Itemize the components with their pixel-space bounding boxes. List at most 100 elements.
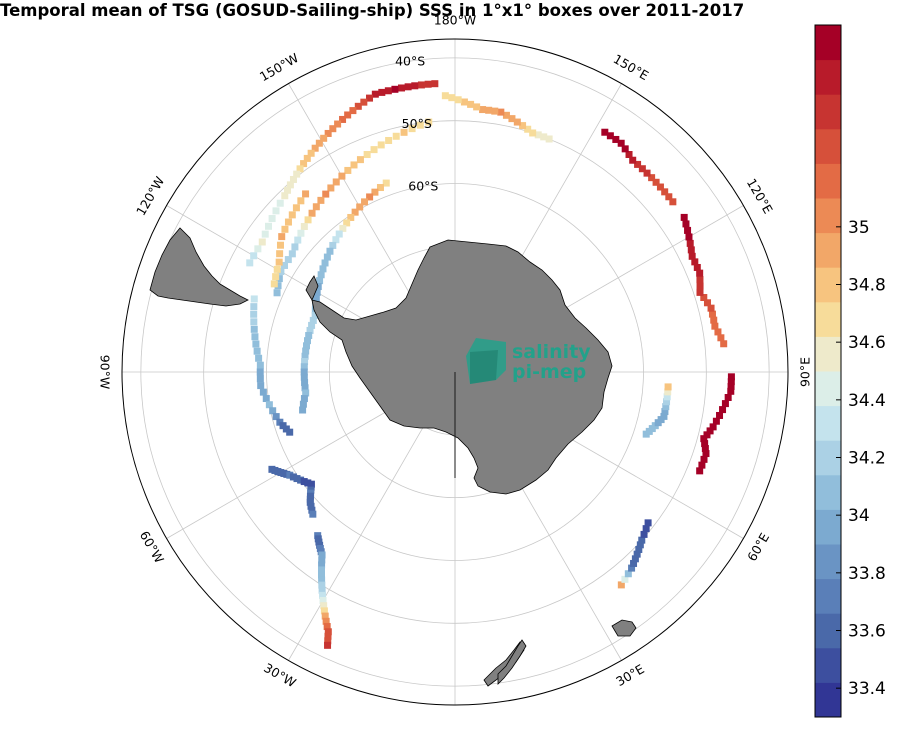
sss-box (299, 400, 307, 408)
sss-box (274, 282, 282, 290)
sss-box (529, 129, 537, 137)
colorbar-swatches (815, 25, 841, 718)
sss-box (323, 253, 331, 261)
colorbar-swatch (815, 371, 841, 407)
sss-box (363, 151, 371, 159)
colorbar-swatch (815, 509, 841, 545)
colorbar-swatch (815, 59, 841, 95)
sss-box (663, 398, 671, 406)
sss-box (265, 401, 273, 409)
colorbar-swatch (815, 647, 841, 683)
sss-box (703, 431, 711, 439)
sss-box (416, 121, 424, 129)
sss-box (300, 223, 308, 231)
sss-box (628, 564, 636, 572)
sss-box (638, 165, 646, 173)
sss-box (300, 160, 308, 168)
sss-box (441, 92, 449, 100)
sss-box (643, 169, 651, 177)
sss-box (642, 525, 650, 533)
sss-box (688, 252, 696, 260)
colorbar-ticks: 33.4 33.6 33.8 34 34.2 34.4 34.6 34.8 35 (836, 218, 886, 699)
sss-box (711, 322, 719, 330)
sss-box (277, 267, 285, 275)
sss-box (682, 220, 690, 228)
sss-box (284, 256, 292, 264)
sss-box (288, 211, 296, 219)
sss-box (349, 107, 357, 115)
sss-box (253, 347, 261, 355)
sss-box (347, 213, 355, 221)
sss-box (660, 412, 668, 420)
antarctic-peninsula (305, 275, 319, 301)
sss-box (454, 96, 462, 104)
sss-box (513, 118, 521, 126)
sss-box (491, 107, 499, 115)
meridian-label: 30°E (613, 661, 647, 689)
sss-box (350, 161, 358, 169)
sss-box (305, 332, 313, 340)
sss-box (467, 100, 475, 108)
sss-box (663, 393, 671, 401)
sss-box (322, 617, 330, 625)
sss-box (625, 151, 633, 159)
sss-box (366, 94, 374, 102)
tasmania (611, 619, 637, 637)
sss-box (727, 373, 735, 381)
sss-box (631, 555, 639, 563)
sss-box (255, 354, 263, 362)
parallel-label: 40°S (395, 54, 425, 69)
colorbar-tick-label: 34.8 (848, 276, 886, 296)
colorbar-swatch (815, 25, 841, 61)
sss-box (696, 282, 704, 290)
sss-box (320, 602, 328, 610)
sss-box (669, 198, 677, 206)
sss-box (302, 190, 310, 198)
sss-box (318, 581, 326, 589)
sss-box (322, 190, 330, 198)
sss-box (272, 273, 280, 281)
sss-box (324, 641, 332, 649)
sss-box (321, 612, 329, 620)
sss-box (724, 394, 732, 402)
logo-mark-shade (470, 350, 498, 384)
meridian-label: 150°W (257, 50, 301, 84)
sss-box (254, 245, 262, 253)
sss-box (356, 156, 364, 164)
colorbar-tick-label: 34.6 (848, 333, 886, 353)
sss-box (720, 340, 728, 348)
sss-box (272, 207, 280, 215)
sss-box (318, 551, 326, 559)
sss-box (262, 395, 270, 403)
sss-box (270, 280, 278, 288)
parallel-labels: 60°S 50°S 40°S (395, 54, 438, 194)
sss-box (378, 88, 386, 96)
sss-box (702, 450, 710, 458)
sss-box (286, 471, 294, 479)
sss-box (259, 388, 267, 396)
sss-box (304, 216, 312, 224)
sss-box (300, 373, 308, 381)
sss-box (460, 98, 468, 106)
sss-box (408, 125, 416, 133)
meridian-label: 90°W (98, 355, 113, 390)
sss-box (696, 276, 704, 284)
new-zealand-north (497, 639, 527, 685)
sss-box (727, 378, 735, 386)
sss-box (497, 108, 505, 116)
sss-box (312, 294, 320, 302)
sss-box (286, 428, 294, 436)
sss-box (312, 203, 320, 211)
sss-box (306, 498, 314, 506)
meridian-label: 60°E (744, 530, 772, 564)
south-america-tip (149, 227, 249, 307)
sss-box (316, 277, 324, 285)
sss-box (624, 570, 632, 578)
sss-box (318, 571, 326, 579)
sss-box (680, 213, 688, 221)
sss-box (714, 328, 722, 336)
sss-box (479, 106, 487, 114)
sss-box (289, 175, 297, 183)
sss-box (256, 375, 264, 383)
sss-box (701, 445, 709, 453)
